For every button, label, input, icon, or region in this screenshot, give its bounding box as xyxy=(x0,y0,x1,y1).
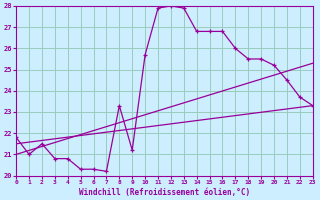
X-axis label: Windchill (Refroidissement éolien,°C): Windchill (Refroidissement éolien,°C) xyxy=(79,188,250,197)
